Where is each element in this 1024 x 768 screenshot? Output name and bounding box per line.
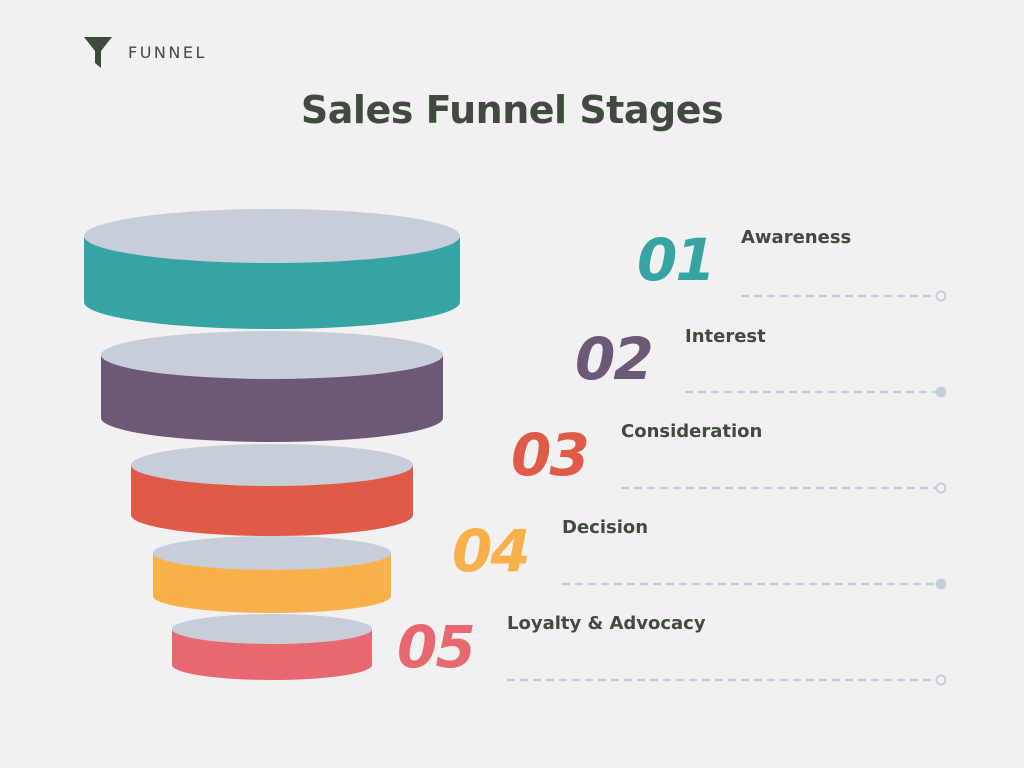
funnel-layer-body — [101, 355, 443, 442]
funnel-layer-top — [153, 536, 391, 570]
stage-label-2: Interest — [685, 326, 766, 347]
brand-name: FUNNEL — [128, 42, 207, 62]
stage-label-1: Awareness — [741, 227, 852, 248]
stage-number-2: 02 — [575, 325, 654, 393]
brand: FUNNEL — [83, 35, 207, 69]
stage-label-3: Consideration — [621, 421, 763, 442]
stage-connector-dot-5 — [935, 674, 947, 686]
stage-label-5: Loyalty & Advocacy — [507, 613, 706, 634]
funnel-layer-top — [172, 614, 372, 644]
stage-connector-dot-3 — [935, 482, 947, 494]
stage-number-1: 01 — [637, 226, 716, 294]
stage-connector-dot-4 — [935, 578, 947, 590]
funnel-layer-4 — [153, 536, 391, 613]
funnel-layer-2 — [101, 331, 443, 442]
stage-number-5: 05 — [397, 613, 476, 681]
funnel-layer-5 — [172, 614, 372, 680]
stage-connector-dot-2 — [935, 386, 947, 398]
stage-connector-dot-1 — [935, 290, 947, 302]
stage-label-4: Decision — [562, 517, 649, 538]
stage-number-4: 04 — [452, 517, 531, 585]
funnel-layer-top — [131, 444, 413, 486]
funnel-icon — [84, 37, 112, 68]
funnel-layer-top — [84, 209, 460, 263]
stage-number-3: 03 — [511, 421, 590, 489]
funnel-layer-1 — [84, 209, 460, 329]
funnel-layer-3 — [131, 444, 413, 536]
page-title: Sales Funnel Stages — [300, 88, 724, 132]
funnel-layer-top — [101, 331, 443, 379]
funnel-layer-body — [153, 553, 391, 613]
